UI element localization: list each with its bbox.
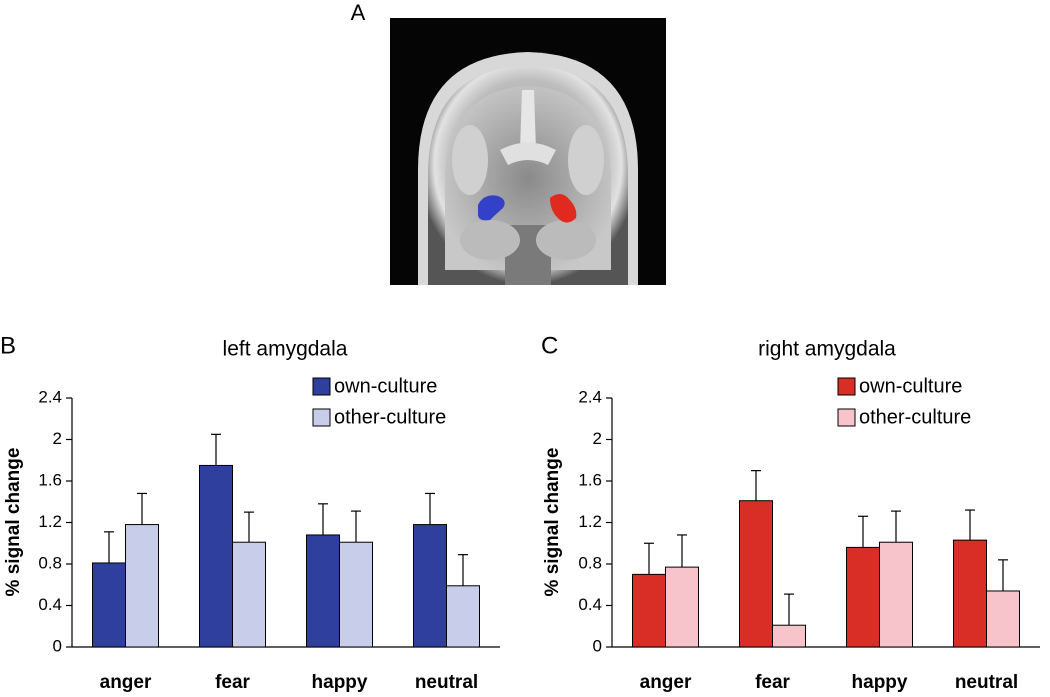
- y-tick-label: 0.8: [38, 553, 62, 572]
- y-tick-label: 1.6: [38, 470, 62, 489]
- y-tick-label: 2.4: [578, 387, 602, 406]
- bar: [92, 562, 126, 648]
- chart-title: right amygdala: [758, 338, 896, 361]
- y-tick-label: 0.4: [578, 595, 602, 614]
- y-tick-label: 1.6: [578, 470, 602, 489]
- y-tick-label: 0: [53, 636, 62, 655]
- x-tick-label: happy: [852, 672, 908, 693]
- bar: [846, 546, 880, 648]
- y-tick-label: 1.2: [578, 512, 602, 531]
- y-tick-label: 2: [53, 429, 62, 448]
- bar: [125, 524, 159, 648]
- bar: [339, 541, 373, 648]
- bar: [413, 524, 447, 648]
- panel-label: A: [351, 0, 366, 25]
- y-tick-label: 1.2: [38, 512, 62, 531]
- y-tick-label: 2: [593, 429, 602, 448]
- bar: [632, 573, 666, 648]
- legend-swatch: [312, 408, 331, 427]
- x-tick-label: fear: [755, 672, 790, 693]
- x-tick-label: anger: [100, 672, 152, 693]
- y-tick-label: 0: [593, 636, 602, 655]
- legend-swatch: [837, 377, 856, 396]
- bar: [953, 539, 987, 648]
- brain-image: [390, 18, 666, 285]
- x-tick-label: fear: [215, 672, 250, 693]
- bar: [739, 500, 773, 648]
- panel-label: C: [541, 332, 558, 359]
- x-tick-label: neutral: [415, 672, 478, 693]
- legend-label: other-culture: [334, 406, 446, 428]
- legend-label: own-culture: [334, 375, 437, 397]
- bar: [232, 541, 266, 648]
- legend-label: other-culture: [859, 406, 971, 428]
- legend-swatch: [837, 408, 856, 427]
- legend-swatch: [312, 377, 331, 396]
- bar: [986, 590, 1020, 648]
- x-tick-label: anger: [640, 672, 692, 693]
- bar: [665, 566, 699, 648]
- x-tick-label: neutral: [955, 672, 1018, 693]
- legend-label: own-culture: [859, 375, 962, 397]
- bar: [306, 534, 340, 648]
- bar: [199, 464, 233, 648]
- x-tick-label: happy: [312, 672, 368, 693]
- panel-label: B: [0, 332, 16, 359]
- bar: [772, 624, 806, 648]
- bar: [446, 585, 480, 648]
- y-tick-label: 0.8: [578, 553, 602, 572]
- y-axis-label: % signal change: [542, 448, 563, 597]
- y-tick-label: 0.4: [38, 595, 62, 614]
- bar: [879, 541, 913, 648]
- chart-title: left amygdala: [223, 338, 348, 361]
- y-tick-label: 2.4: [38, 387, 62, 406]
- y-axis-label: % signal change: [3, 448, 24, 597]
